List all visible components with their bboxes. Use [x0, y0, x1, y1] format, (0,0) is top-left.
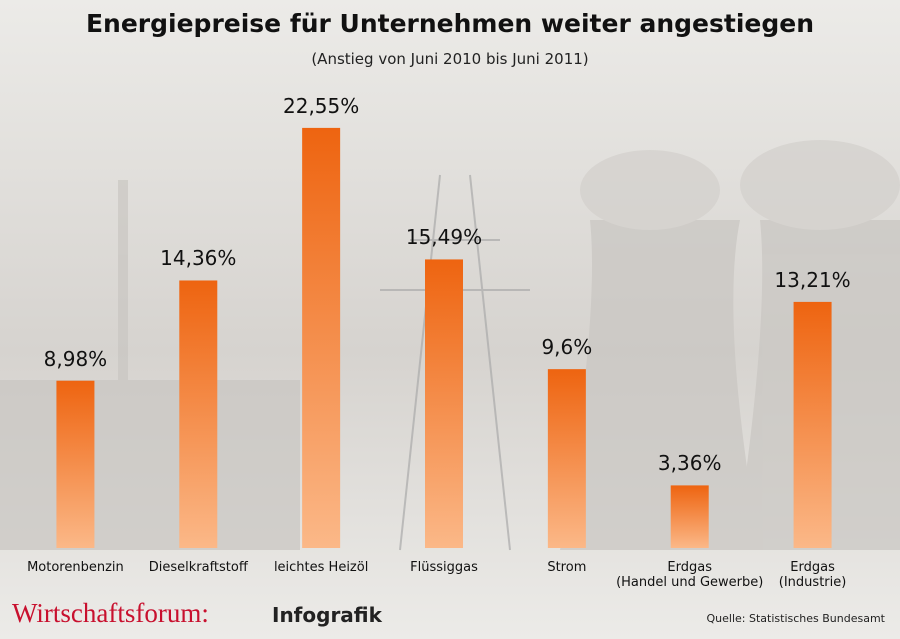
background-scenery — [0, 140, 900, 551]
value-label: 15,49% — [405, 225, 483, 250]
x-tick-label: Strom — [547, 560, 587, 575]
x-tick-label: Erdgas (Handel und Gewerbe) — [616, 560, 764, 590]
source: Quelle: Statistisches Bundesamt — [707, 612, 886, 625]
x-tick-label: Dieselkraftstoff — [148, 560, 248, 575]
bar — [302, 127, 341, 549]
bar — [179, 280, 218, 548]
value-label: 22,55% — [283, 93, 360, 118]
brand: Wirtschaftsforum: — [12, 598, 209, 628]
brand-suffix: Infografik — [272, 603, 383, 627]
bar — [670, 485, 709, 548]
chart-title: Energiepreise für Unternehmen weiter ang… — [86, 9, 814, 38]
bar — [793, 301, 832, 548]
x-tick-label: Flüssiggas — [410, 560, 478, 575]
bar — [425, 259, 463, 548]
bar — [547, 369, 586, 548]
bar — [56, 380, 95, 548]
value-label: 9,6% — [541, 335, 593, 360]
value-label: 8,98% — [43, 346, 108, 371]
chart-subtitle: (Anstieg von Juni 2010 bis Juni 2011) — [311, 50, 588, 68]
x-tick-label: Erdgas (Industrie) — [778, 560, 847, 590]
value-label: 14,36% — [160, 246, 237, 271]
x-tick-label: Motorenbenzin — [27, 560, 124, 575]
value-label: 13,21% — [774, 267, 851, 292]
value-label: 3,36% — [657, 451, 722, 476]
x-tick-label: leichtes Heizöl — [273, 560, 369, 575]
